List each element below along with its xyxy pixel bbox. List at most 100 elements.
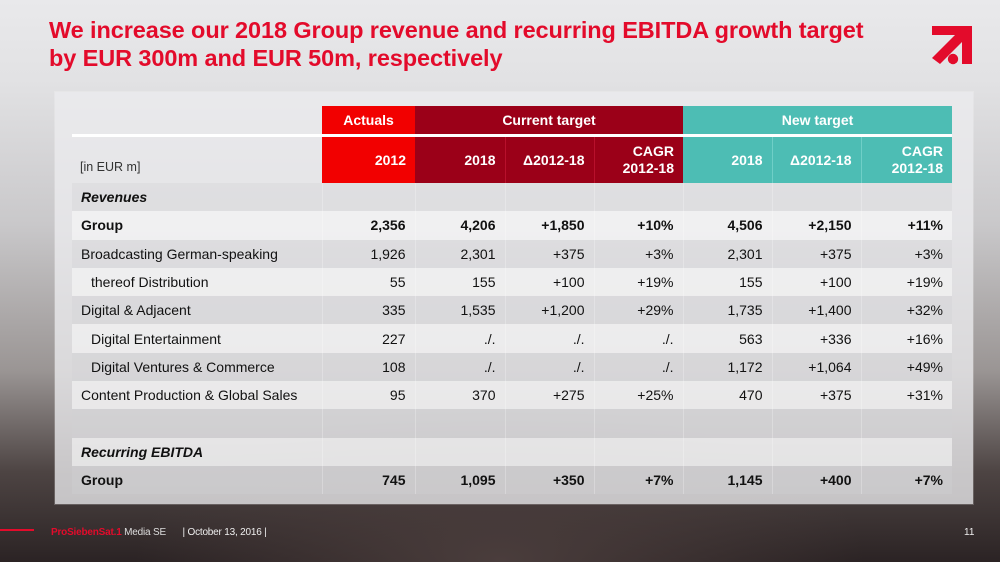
header-blank [72, 136, 322, 184]
cell-new-2018: 563 [682, 324, 772, 353]
table-row: Group 745 1,095 +350 +7% 1,145 +400 +7% [72, 465, 952, 495]
group-header-new-target: New target [683, 106, 952, 137]
page-number: 11 [964, 527, 975, 538]
row-label: Broadcasting German-speaking [72, 239, 322, 268]
cell-new-cagr: +32% [860, 296, 952, 325]
footer-accent-line [0, 529, 34, 531]
table-row: Broadcasting German-speaking 1,926 2,301… [72, 239, 952, 268]
row-label: Digital & Adjacent [72, 296, 322, 325]
cell-new-cagr: +31% [860, 381, 952, 410]
cell-current-delta: +275 [504, 381, 594, 410]
cell-current-delta: +1,200 [504, 296, 594, 325]
cell-new-delta: +100 [771, 267, 861, 297]
cell-actuals-2012: 335 [321, 296, 415, 325]
section-row-revenues: Revenues [72, 183, 952, 212]
table-row: Digital & Adjacent 335 1,535 +1,200 +29%… [72, 296, 952, 325]
cell-new-cagr: +11% [860, 211, 952, 240]
table-row: Digital Ventures & Commerce 108 ./. ./. … [72, 352, 952, 382]
cagr-label: CAGR [632, 143, 674, 159]
cell-new-2018: 470 [682, 381, 772, 410]
group-header-current-target: Current target [415, 106, 683, 137]
cell-current-delta: +1,850 [504, 211, 594, 240]
col-header-actuals-2012: 2012 [322, 135, 415, 183]
cell-current-2018: ./. [414, 352, 505, 382]
cell-actuals-2012: 108 [321, 352, 415, 382]
col-header-new-delta: Δ2012-18 [771, 135, 861, 183]
spacer-row [72, 409, 952, 438]
slide-title: We increase our 2018 Group revenue and r… [49, 17, 864, 71]
row-label: Digital Entertainment [72, 324, 322, 353]
cell-new-2018: 1,172 [682, 352, 772, 382]
row-label: Group [72, 465, 322, 495]
footer-company-suffix: Media SE [124, 527, 166, 538]
cagr-period: 2012-18 [891, 160, 943, 176]
cell-new-delta: +400 [771, 465, 861, 495]
footer-brand: ProSiebenSat.1 [51, 527, 122, 538]
table-row: thereof Distribution 55 155 +100 +19% 15… [72, 267, 952, 297]
cell-current-delta: ./. [504, 324, 594, 353]
cell-current-cagr: +7% [593, 465, 683, 495]
cell-current-delta: +100 [504, 267, 594, 297]
prosiebensat1-arrow-logo-icon [932, 26, 972, 65]
table-row: Digital Entertainment 227 ./. ./. ./. 56… [72, 324, 952, 353]
cell-actuals-2012: 745 [321, 465, 415, 495]
cell-current-cagr: +3% [593, 239, 683, 268]
cell-current-cagr: +19% [593, 267, 683, 297]
cell-current-2018: ./. [414, 324, 505, 353]
cell-current-cagr: +25% [593, 381, 683, 410]
cell-current-2018: 370 [414, 381, 505, 410]
cell-current-cagr: ./. [593, 324, 683, 353]
footer-date: | October 13, 2016 | [182, 527, 267, 538]
revenue-ebitda-table: Actuals Current target New target 2012 2… [72, 106, 952, 495]
cell-current-2018: 1,095 [414, 465, 505, 495]
col-header-current-2018: 2018 [415, 135, 505, 183]
footer: ProSiebenSat.1 Media SE | October 13, 20… [51, 527, 267, 538]
cell-new-cagr: +16% [860, 324, 952, 353]
cell-new-cagr: +7% [860, 465, 952, 495]
cell-actuals-2012: 227 [321, 324, 415, 353]
group-header-actuals: Actuals [322, 106, 415, 137]
cell-new-delta: +375 [771, 239, 861, 268]
col-header-current-delta: Δ2012-18 [504, 135, 594, 183]
cell-actuals-2012: 2,356 [321, 211, 415, 240]
section-label: Recurring EBITDA [72, 437, 322, 466]
row-label: Digital Ventures & Commerce [72, 352, 322, 382]
section-label: Revenues [72, 183, 322, 212]
cell-new-2018: 1,145 [682, 465, 772, 495]
cell-current-cagr: ./. [593, 352, 683, 382]
cell-new-delta: +1,064 [771, 352, 861, 382]
cell-new-cagr: +19% [860, 267, 952, 297]
unit-label: [in EUR m] [80, 160, 141, 174]
table-row: Content Production & Global Sales 95 370… [72, 381, 952, 410]
row-label: Group [72, 211, 322, 240]
col-header-new-cagr: CAGR 2012-18 [860, 135, 952, 183]
cell-current-delta: +350 [504, 465, 594, 495]
cagr-label: CAGR [901, 143, 943, 159]
cell-current-2018: 4,206 [414, 211, 505, 240]
col-header-current-cagr: CAGR 2012-18 [593, 135, 683, 183]
table-row: Group 2,356 4,206 +1,850 +10% 4,506 +2,1… [72, 211, 952, 240]
cell-current-delta: +375 [504, 239, 594, 268]
cell-new-cagr: +3% [860, 239, 952, 268]
cell-current-2018: 2,301 [414, 239, 505, 268]
cell-current-cagr: +29% [593, 296, 683, 325]
cell-new-cagr: +49% [860, 352, 952, 382]
col-header-new-2018: 2018 [683, 135, 772, 183]
section-row-ebitda: Recurring EBITDA [72, 437, 952, 466]
cell-current-2018: 1,535 [414, 296, 505, 325]
cell-new-delta: +2,150 [771, 211, 861, 240]
cell-new-2018: 4,506 [682, 211, 772, 240]
header-blank [72, 106, 322, 137]
row-label: Content Production & Global Sales [72, 381, 322, 410]
cell-actuals-2012: 55 [321, 267, 415, 297]
cell-actuals-2012: 95 [321, 381, 415, 410]
cell-new-2018: 2,301 [682, 239, 772, 268]
cell-current-cagr: +10% [593, 211, 683, 240]
cell-actuals-2012: 1,926 [321, 239, 415, 268]
cell-current-2018: 155 [414, 267, 505, 297]
cell-current-delta: ./. [504, 352, 594, 382]
cell-new-2018: 1,735 [682, 296, 772, 325]
cell-new-2018: 155 [682, 267, 772, 297]
cell-new-delta: +1,400 [771, 296, 861, 325]
row-label: thereof Distribution [72, 267, 322, 297]
